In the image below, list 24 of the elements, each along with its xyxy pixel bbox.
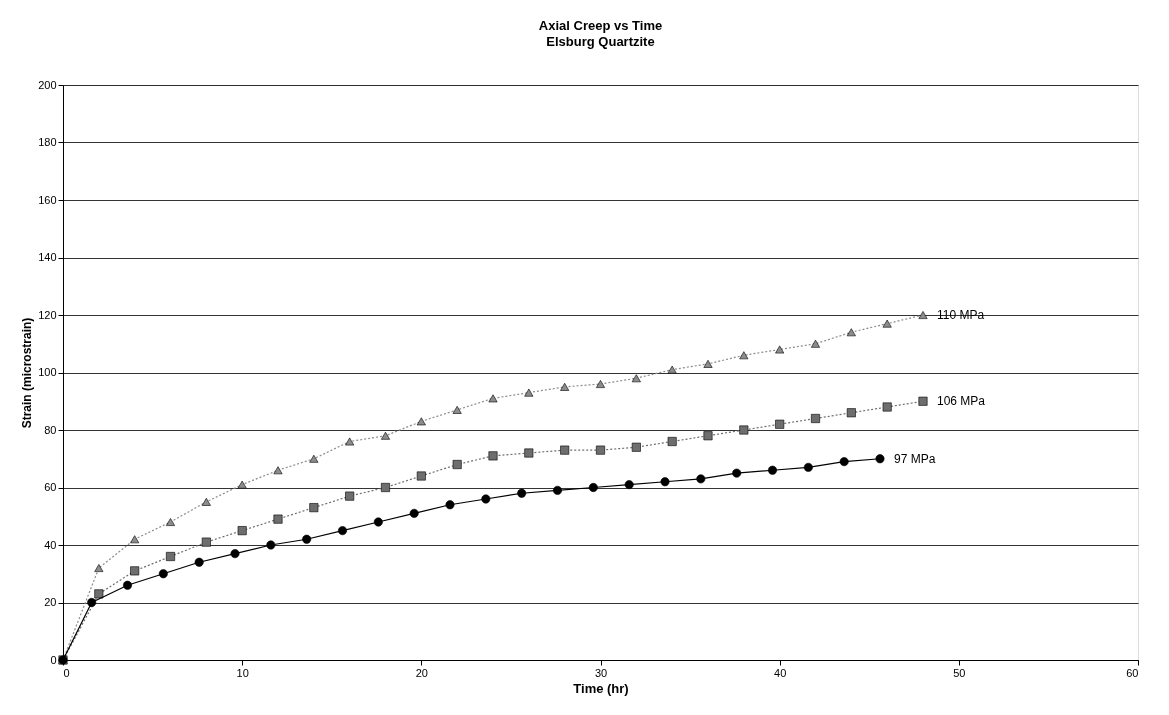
y-tick-label: 100 (38, 366, 57, 378)
y-tick-label: 40 (44, 538, 57, 551)
x-tick-label: 30 (594, 666, 608, 679)
x-tick-label: 10 (236, 666, 249, 679)
y-tick-label: 120 (38, 308, 57, 321)
x-tick-label: 50 (953, 666, 966, 679)
y-tick-label: 60 (44, 481, 57, 493)
series-label: 97 MPa (894, 451, 936, 466)
x-tick-label: 0 (63, 666, 70, 679)
chart-subtitle: Elsburg Quartzite (546, 34, 655, 49)
x-tick-label: 20 (415, 666, 428, 679)
y-tick-label: 160 (38, 193, 57, 206)
y-tick-label: 80 (44, 423, 57, 436)
series-label: 106 MPa (937, 394, 986, 409)
y-tick-label: 200 (38, 78, 57, 91)
y-tick-label: 20 (44, 596, 57, 608)
x-axis-title: Time (hr) (573, 680, 629, 696)
y-tick-label: 0 (50, 653, 57, 666)
y-tick-label: 180 (38, 136, 57, 148)
x-tick-label: 40 (774, 666, 787, 679)
x-tick-label: 60 (1126, 666, 1139, 679)
y-axis-title: Strain (microstrain) (20, 317, 35, 429)
chart-title: Axial Creep vs Time (538, 18, 663, 33)
y-tick-label: 140 (38, 251, 57, 263)
